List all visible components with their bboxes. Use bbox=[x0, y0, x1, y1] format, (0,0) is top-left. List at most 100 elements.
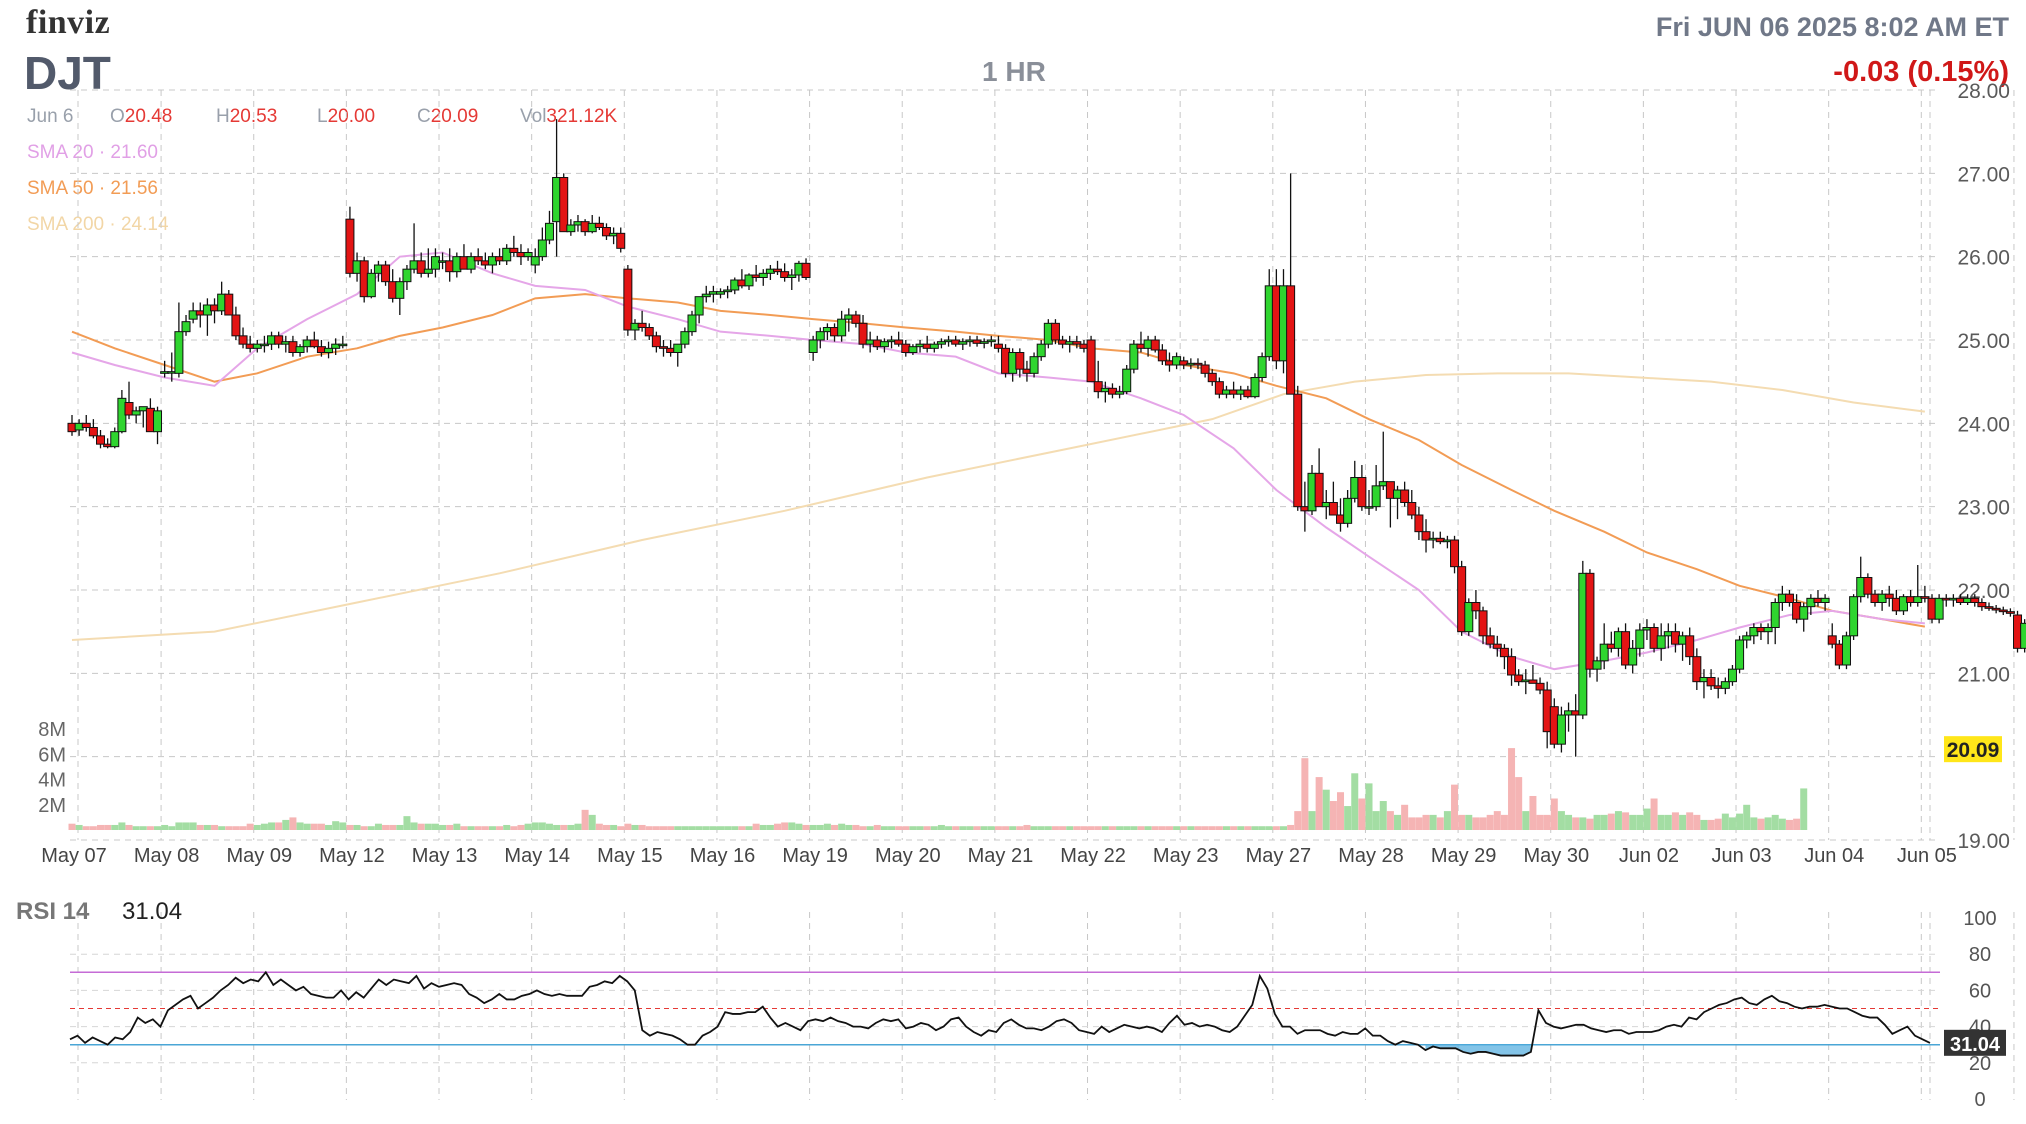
candle-body bbox=[1293, 393, 1303, 508]
volume-bar bbox=[332, 821, 340, 830]
candle-body bbox=[1913, 596, 1923, 604]
volume-bar bbox=[838, 823, 846, 830]
volume-bar bbox=[1671, 812, 1679, 830]
candle-body bbox=[851, 314, 861, 324]
candle-body bbox=[1357, 477, 1367, 508]
candle-body bbox=[252, 343, 262, 349]
timeframe-label[interactable]: 1 HR bbox=[982, 56, 1046, 87]
sma50-legend[interactable]: SMA 50 · 21.56 bbox=[27, 178, 158, 199]
ohlc-date: Jun 6 bbox=[27, 106, 74, 127]
volume-bar bbox=[930, 826, 938, 830]
volume-bar bbox=[75, 824, 83, 830]
rsi-value-box bbox=[1944, 1029, 2006, 1056]
volume-bar bbox=[631, 824, 639, 830]
last-price-box bbox=[1944, 736, 2002, 763]
date-tick-label: May 28 bbox=[1338, 845, 1404, 867]
volume-bar bbox=[595, 823, 603, 830]
candle-body bbox=[1015, 352, 1025, 370]
date-tick-label: May 16 bbox=[690, 845, 756, 867]
volume-bar bbox=[1066, 826, 1074, 830]
datetime-label: Fri JUN 06 2025 8:02 AM ET bbox=[1655, 12, 2009, 42]
sma20-legend[interactable]: SMA 20 · 21.60 bbox=[27, 142, 158, 163]
price-tick-label: 21.00 bbox=[1957, 663, 2010, 686]
volume-bar bbox=[382, 824, 390, 830]
candle-body bbox=[858, 322, 868, 345]
date-tick-label: Jun 03 bbox=[1712, 845, 1772, 867]
volume-bar bbox=[396, 824, 404, 830]
volume-bar bbox=[1301, 758, 1309, 830]
volume-bar bbox=[1771, 814, 1779, 830]
volume-bar bbox=[859, 826, 867, 830]
volume-bar bbox=[1743, 804, 1751, 830]
candle-body bbox=[338, 343, 348, 347]
candle-body bbox=[1970, 597, 1980, 603]
price-change: -0.03 (0.15%) bbox=[1833, 56, 2009, 88]
candle-body bbox=[259, 343, 269, 347]
volume-bar bbox=[346, 824, 354, 830]
candle-body bbox=[473, 256, 483, 262]
candle-body bbox=[1656, 635, 1666, 649]
volume-bar bbox=[845, 824, 853, 830]
volume-bar bbox=[652, 826, 660, 830]
volume-bar bbox=[1251, 826, 1259, 830]
candle-body bbox=[231, 314, 241, 337]
rsi-tick-label: 20 bbox=[1969, 1053, 1991, 1075]
volume-bar bbox=[880, 826, 888, 830]
volume-bar bbox=[1750, 817, 1758, 830]
candle-body bbox=[1471, 602, 1481, 612]
volume-bar bbox=[82, 826, 90, 830]
sma200-legend[interactable]: SMA 200 · 24.14 bbox=[27, 214, 169, 235]
candle-body bbox=[2020, 622, 2026, 649]
volume-bar bbox=[1636, 814, 1644, 830]
candle-body bbox=[1692, 656, 1702, 683]
volume-bar bbox=[823, 823, 831, 830]
candle-body bbox=[566, 224, 576, 233]
candle-body bbox=[181, 321, 191, 333]
price-tick-label: 27.00 bbox=[1957, 163, 2010, 186]
volume-bar bbox=[1194, 826, 1202, 830]
candle-body bbox=[658, 346, 668, 349]
volume-bar bbox=[1629, 814, 1637, 830]
candle-body bbox=[1492, 643, 1502, 649]
volume-bar bbox=[1764, 817, 1772, 830]
volume-bar bbox=[567, 824, 575, 830]
volume-bar bbox=[866, 826, 874, 830]
volume-bar bbox=[645, 826, 653, 830]
volume-bar bbox=[139, 826, 147, 830]
volume-bar bbox=[374, 823, 382, 830]
ohlc-volume: Vol321.12K bbox=[520, 106, 618, 127]
volume-bar bbox=[873, 824, 881, 830]
date-tick-label: May 12 bbox=[319, 845, 385, 867]
volume-bar bbox=[1294, 811, 1302, 830]
volume-bar bbox=[717, 826, 725, 830]
date-tick-label: Jun 05 bbox=[1897, 845, 1957, 867]
volume-bar bbox=[1279, 826, 1287, 830]
volume-bar bbox=[923, 826, 931, 830]
rsi-value: 31.04 bbox=[122, 898, 183, 925]
candle-body bbox=[537, 239, 547, 258]
candle-body bbox=[716, 291, 726, 295]
volume-bar bbox=[1272, 826, 1280, 830]
candle-body bbox=[1157, 349, 1167, 362]
volume-bar bbox=[118, 822, 126, 830]
candle-body bbox=[238, 335, 248, 345]
volume-bar bbox=[211, 824, 219, 830]
price-tick-label: 25.00 bbox=[1957, 330, 2010, 353]
finviz-logo[interactable]: finviz bbox=[26, 4, 111, 41]
candle-body bbox=[1115, 391, 1125, 395]
candle-body bbox=[1450, 539, 1460, 568]
candle-body bbox=[1129, 343, 1139, 370]
volume-bar bbox=[1287, 824, 1295, 830]
volume-bar bbox=[1728, 817, 1736, 830]
candle-body bbox=[986, 339, 996, 343]
volume-bar bbox=[1372, 811, 1380, 830]
volume-bar bbox=[524, 823, 532, 830]
candle-body bbox=[530, 256, 540, 266]
rsi-tick-label: 100 bbox=[1963, 908, 1996, 930]
volume-bar bbox=[659, 826, 667, 830]
volume-bar bbox=[1130, 826, 1138, 830]
candle-body bbox=[1314, 472, 1324, 508]
candle-body bbox=[1849, 596, 1859, 637]
rsi-oversold-fill bbox=[1425, 1044, 1531, 1056]
